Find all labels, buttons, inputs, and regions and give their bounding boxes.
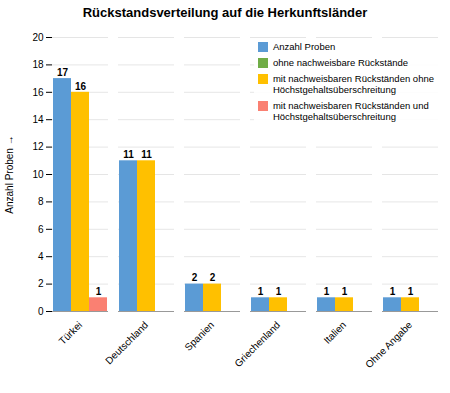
svg-text:16: 16 <box>75 81 87 92</box>
svg-text:Deutschland: Deutschland <box>103 319 150 366</box>
svg-text:4: 4 <box>38 251 44 262</box>
svg-text:1: 1 <box>408 286 414 297</box>
svg-text:0: 0 <box>38 306 44 317</box>
svg-text:1: 1 <box>276 286 282 297</box>
svg-text:2: 2 <box>210 272 216 283</box>
svg-text:Ohne Angabe: Ohne Angabe <box>363 319 414 370</box>
svg-text:6: 6 <box>38 224 44 235</box>
svg-text:Spanien: Spanien <box>182 319 216 353</box>
svg-text:2: 2 <box>38 278 44 289</box>
html-text:mit nachweisbaren Rückständen: mit nachweisbaren Rückständen ohne Höchs… <box>272 73 434 95</box>
svg-text:20: 20 <box>32 32 44 43</box>
svg-text:Griechenland: Griechenland <box>232 319 282 369</box>
html-text:ohne nachweisbare Rückstände: ohne nachweisbare Rückstände <box>272 57 409 68</box>
svg-text:Türkei: Türkei <box>57 319 84 346</box>
svg-text:Italien: Italien <box>322 319 349 346</box>
svg-text:1: 1 <box>258 286 264 297</box>
svg-text:10: 10 <box>32 169 44 180</box>
svg-text:Anzahl Proben →: Anzahl Proben → <box>4 135 15 213</box>
svg-text:1: 1 <box>390 286 396 297</box>
svg-text:18: 18 <box>32 59 44 70</box>
svg-text:2: 2 <box>192 272 198 283</box>
svg-text:12: 12 <box>32 141 44 152</box>
svg-text:1: 1 <box>324 286 330 297</box>
svg-text:11: 11 <box>123 149 134 160</box>
html-text:Anzahl Proben: Anzahl Proben <box>272 41 336 52</box>
svg-text:8: 8 <box>38 196 44 207</box>
html-text:mit nachweisbaren Rückständen: mit nachweisbaren Rückständen und Höchst… <box>272 100 429 122</box>
svg-text:11: 11 <box>141 149 152 160</box>
svg-text:16: 16 <box>32 87 44 98</box>
svg-text:1: 1 <box>96 286 102 297</box>
html-text:Rückstandsverteilung auf die H: Rückstandsverteilung auf die Herkunftslä… <box>82 5 368 20</box>
svg-text:14: 14 <box>32 114 44 125</box>
svg-text:1: 1 <box>342 286 348 297</box>
svg-text:17: 17 <box>57 67 69 78</box>
